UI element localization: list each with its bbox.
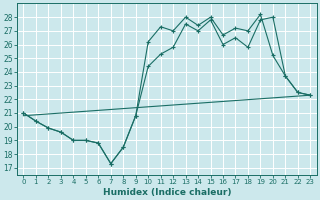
- X-axis label: Humidex (Indice chaleur): Humidex (Indice chaleur): [103, 188, 231, 197]
